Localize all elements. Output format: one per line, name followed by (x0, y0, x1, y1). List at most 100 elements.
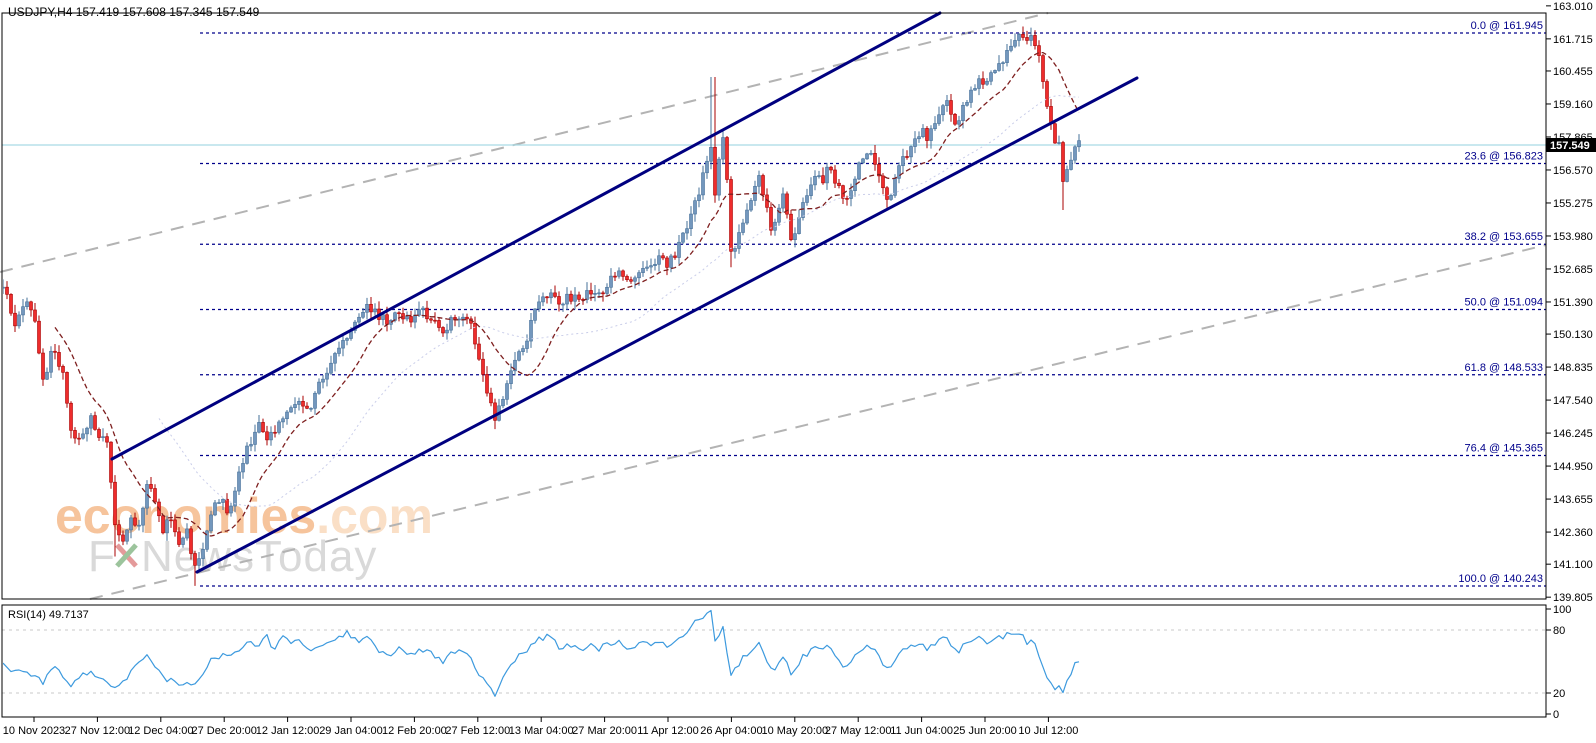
candle-up (1065, 169, 1069, 182)
candle-up (517, 351, 521, 361)
candle-up (325, 372, 329, 380)
candle-up (645, 266, 649, 269)
candle-up (677, 241, 681, 258)
candle-up (969, 89, 973, 103)
time-axis-label: 11 Jun 04:00 (890, 725, 953, 737)
candle-up (757, 175, 761, 187)
candle-down (41, 352, 45, 380)
price-axis-label: 153.980 (1553, 231, 1593, 243)
time-axis-label: 27 Nov 12:00 (65, 725, 130, 737)
candle-up (985, 80, 989, 85)
price-axis-label: 151.390 (1553, 297, 1593, 309)
trend-channel-line[interactable] (110, 11, 942, 461)
candle-up (657, 255, 661, 265)
candle-down (925, 128, 929, 141)
candle-up (897, 165, 901, 179)
candle-down (589, 290, 593, 295)
candle-up (329, 362, 333, 374)
candle-down (93, 415, 97, 430)
candle-up (593, 293, 597, 295)
candle-down (769, 207, 773, 231)
candle-up (805, 195, 809, 203)
candle-down (453, 317, 457, 320)
candle-down (873, 153, 877, 165)
candle-up (633, 277, 637, 282)
candle-up (361, 311, 365, 318)
candle-down (437, 320, 441, 328)
candle-down (189, 528, 193, 554)
candle-down (837, 182, 841, 186)
candle-up (249, 444, 253, 447)
time-axis-label: 25 Jun 20:00 (953, 725, 1017, 737)
candle-up (237, 471, 241, 492)
candle-down (621, 270, 625, 277)
candle-down (65, 372, 69, 404)
candle-up (201, 548, 205, 559)
candle-down (665, 257, 669, 268)
candle-up (853, 178, 857, 192)
candle-down (629, 279, 633, 282)
candle-up (1005, 50, 1009, 63)
candle-up (869, 153, 873, 155)
candle-down (193, 553, 197, 566)
candle-up (857, 162, 861, 180)
fib-level-label: 76.4 @ 145.365 (1465, 442, 1543, 454)
candle-up (993, 70, 997, 73)
candle-down (1021, 33, 1025, 38)
candle-down (789, 213, 793, 241)
rsi-axis-label: 100 (1553, 604, 1571, 616)
candle-up (1057, 142, 1061, 144)
price-axis-label: 163.010 (1553, 1, 1593, 13)
price-axis-label: 152.685 (1553, 264, 1593, 276)
price-axis-label: 150.130 (1553, 329, 1593, 341)
candle-down (845, 198, 849, 200)
candle-up (461, 316, 465, 320)
time-axis-label: 29 Jan 04:00 (319, 725, 383, 737)
candle-down (625, 276, 629, 280)
candle-up (737, 232, 741, 249)
candle-up (637, 272, 641, 279)
candle-up (721, 137, 725, 160)
candle-up (197, 558, 201, 566)
candle-up (1073, 146, 1077, 161)
candle-up (861, 158, 865, 164)
candle-up (281, 418, 285, 423)
candle-down (1025, 37, 1029, 41)
candle-up (445, 329, 449, 334)
candle-down (465, 316, 469, 320)
candle-down (97, 429, 101, 438)
candle-up (937, 114, 941, 124)
candle-down (441, 327, 445, 334)
trend-channel-line[interactable] (195, 76, 1139, 574)
candle-up (341, 340, 345, 349)
fib-level-label: 38.2 @ 153.655 (1465, 231, 1543, 243)
candle-down (545, 296, 549, 299)
rsi-axis-label: 20 (1553, 688, 1565, 700)
candle-up (813, 175, 817, 186)
candle-up (909, 146, 913, 158)
candle-up (81, 433, 85, 439)
candle-up (741, 222, 745, 233)
candle-down (949, 100, 953, 115)
candle-up (733, 248, 737, 252)
candle-up (253, 431, 257, 445)
rsi-line (3, 609, 1080, 697)
time-axis-label: 10 Jul 12:00 (1018, 725, 1078, 737)
candle-down (761, 175, 765, 196)
candle-down (481, 358, 485, 375)
candle-down (661, 255, 665, 259)
candle-up (85, 427, 89, 435)
candle-down (77, 437, 81, 440)
candle-up (745, 209, 749, 224)
candle-up (285, 411, 289, 420)
candle-down (821, 175, 825, 184)
candle-up (649, 265, 653, 268)
rsi-indicator-label: RSI(14) 49.7137 (8, 609, 89, 621)
time-axis-label: 11 Apr 12:00 (637, 725, 699, 737)
time-axis-label: 10 Nov 2023 (3, 725, 65, 737)
candle-down (493, 402, 497, 421)
candle-up (181, 537, 185, 545)
candle-down (1041, 55, 1045, 82)
candle-up (989, 72, 993, 82)
